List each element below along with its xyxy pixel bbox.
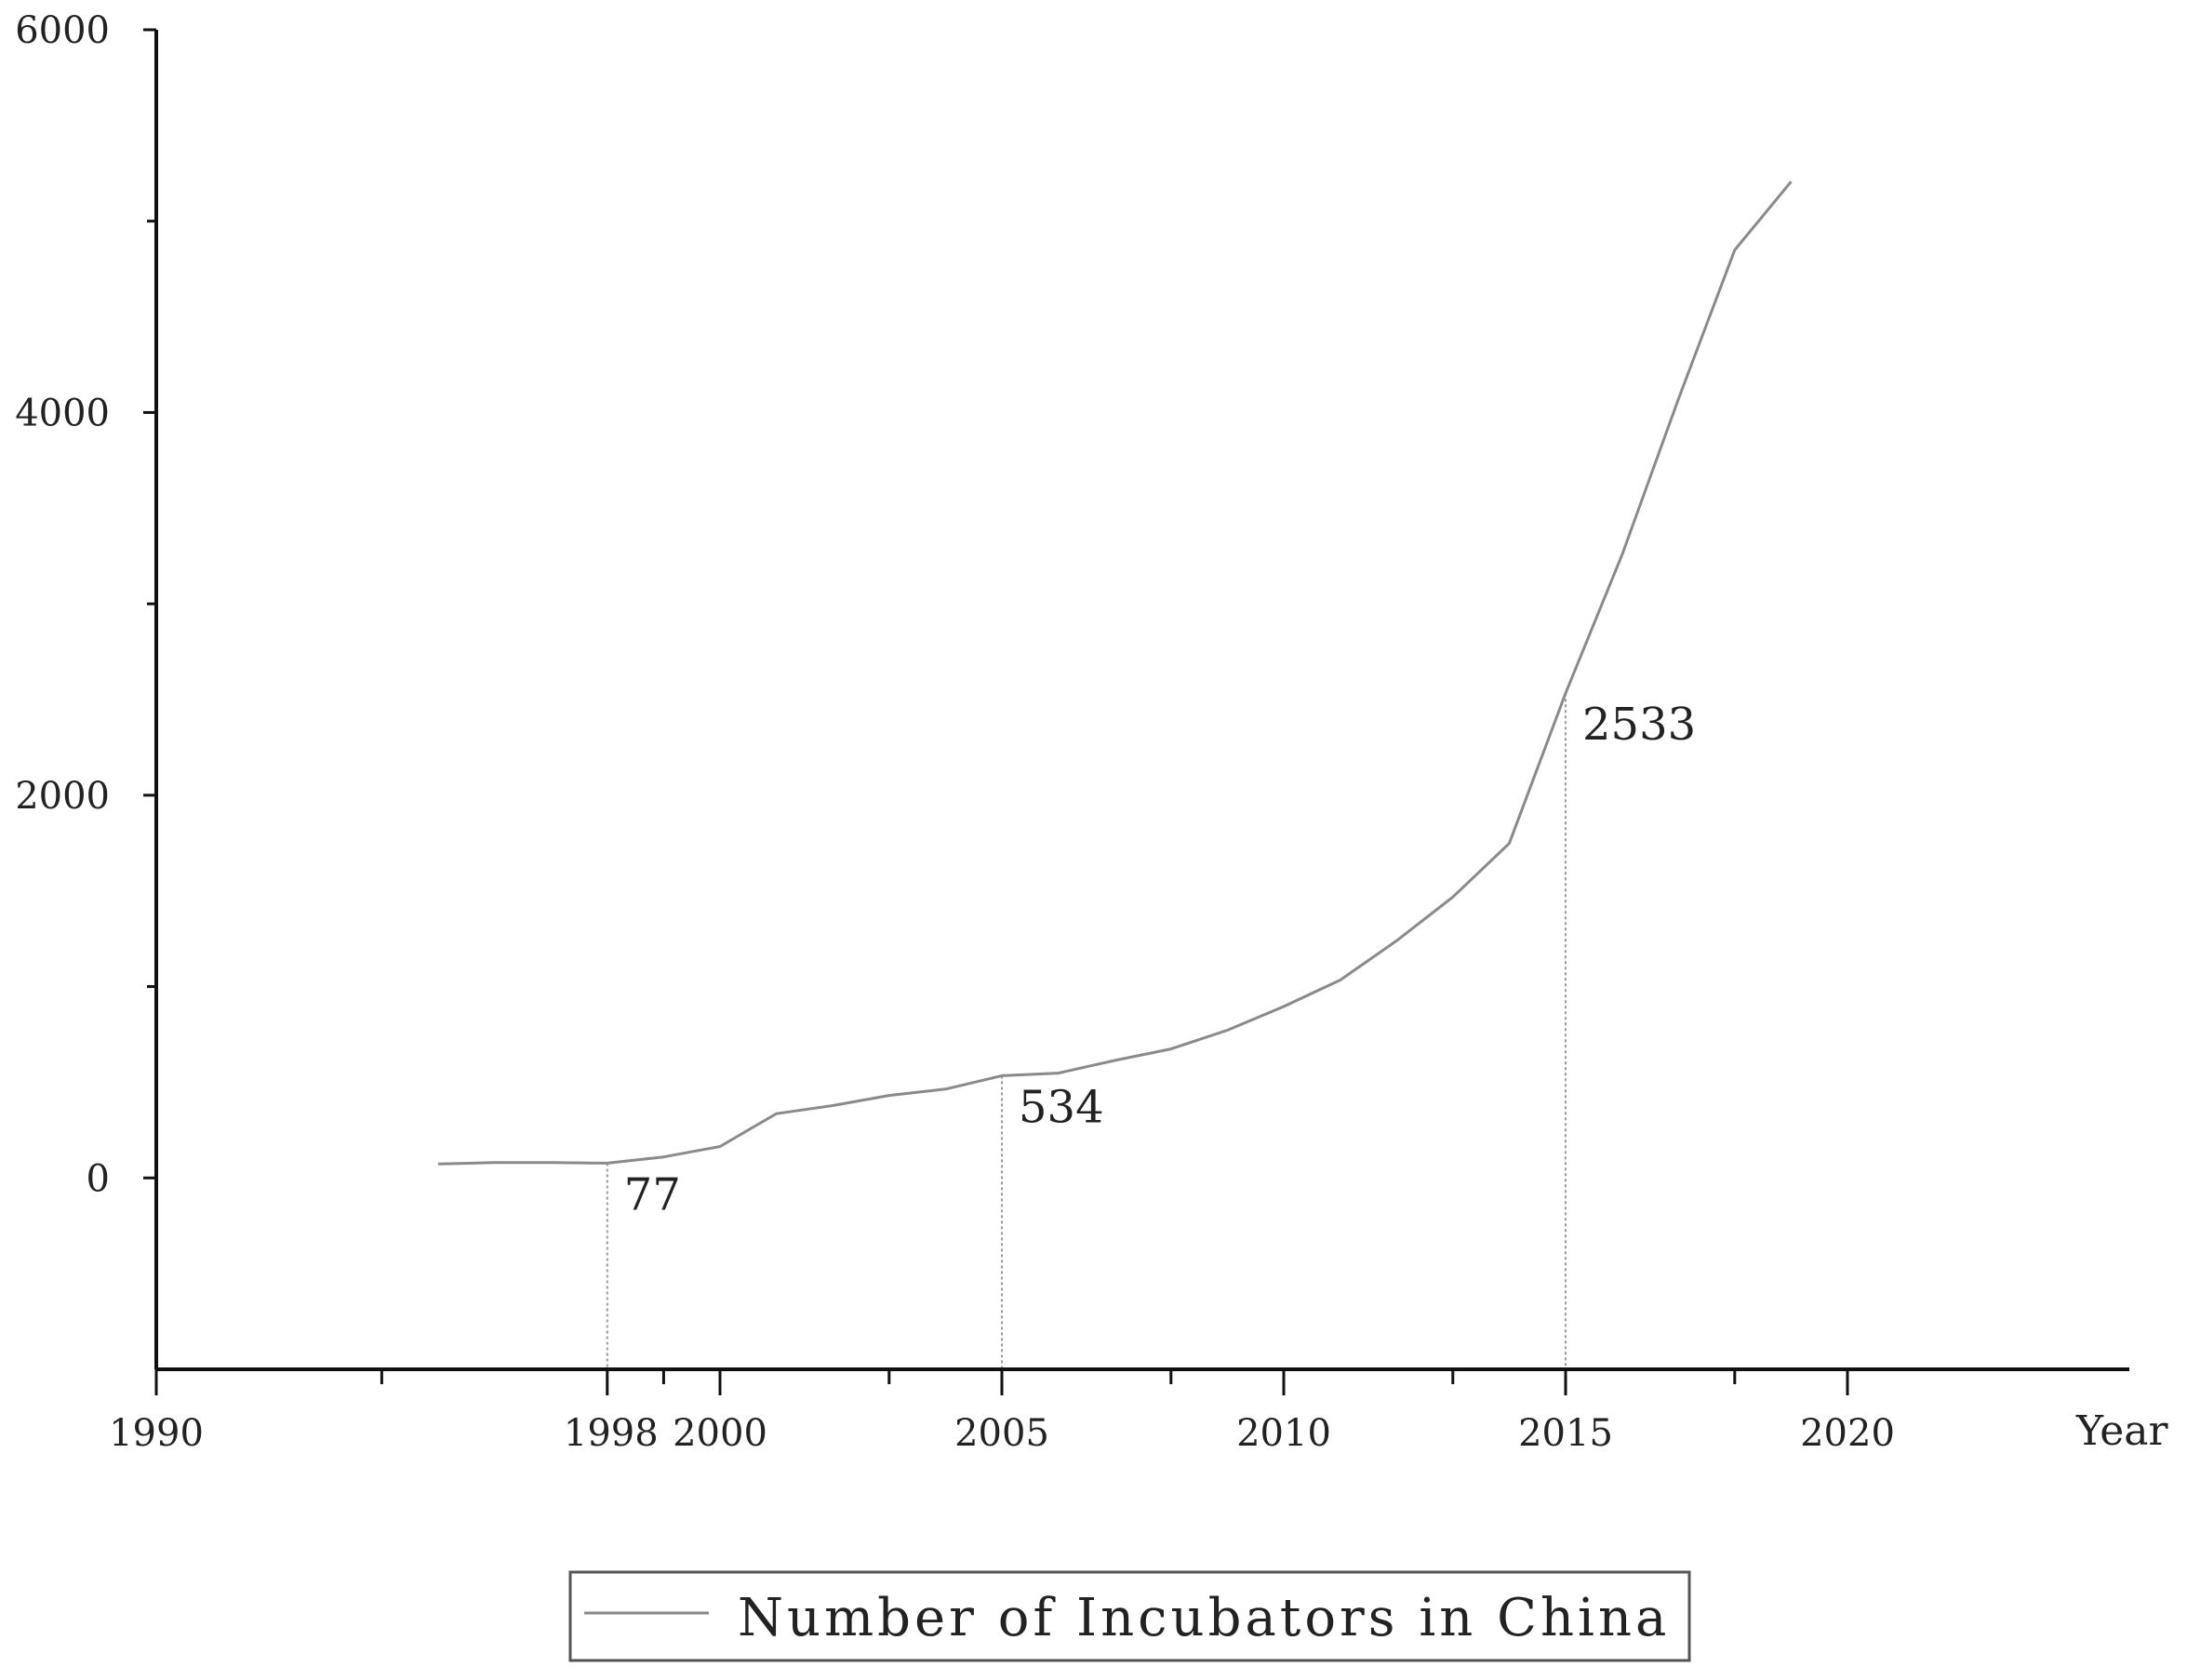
legend-box — [568, 1570, 1691, 1662]
annotation-guides — [606, 693, 1567, 1369]
annotation-label: 2533 — [1582, 699, 1696, 751]
x-tick-label: 2020 — [1800, 1412, 1895, 1455]
y-tick-label: 6000 — [15, 9, 110, 52]
annotations: 77 534 2533 — [624, 699, 1696, 1220]
x-tick-label: 2015 — [1518, 1412, 1613, 1455]
x-tick-label: 2000 — [673, 1412, 767, 1455]
series-group — [437, 180, 1793, 1166]
x-axis-title: Year — [2075, 1407, 2168, 1455]
x-tick-label: 1990 — [109, 1412, 204, 1455]
y-tick-label: 4000 — [15, 392, 110, 434]
annotation-label: 77 — [624, 1168, 681, 1220]
series-line — [437, 180, 1793, 1166]
x-tick-label: 2010 — [1236, 1412, 1331, 1455]
y-tick-label: 2000 — [15, 775, 110, 818]
legend-label: Number of Incubators in China — [738, 1588, 1670, 1648]
y-tick-label: 0 — [87, 1157, 110, 1200]
legend: Number of Incubators in China — [568, 1570, 1691, 1662]
x-tick-label: 1998 — [564, 1412, 659, 1455]
annotation-label: 534 — [1019, 1081, 1104, 1133]
x-tick-label: 2005 — [954, 1412, 1049, 1455]
axes: 0 2000 4000 6000 1990 2000 2005 2010 2015 2020 199… — [15, 9, 2129, 1455]
